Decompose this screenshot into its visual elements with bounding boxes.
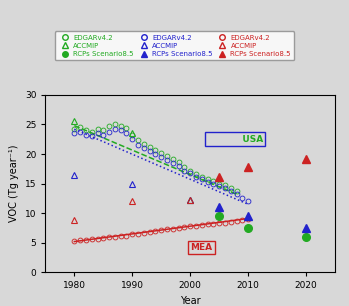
Text: MEA: MEA — [190, 243, 212, 252]
X-axis label: Year: Year — [180, 296, 201, 306]
Text: Europe and: Europe and — [208, 132, 269, 141]
Text: Europe and: Europe and — [208, 135, 269, 144]
Y-axis label: VOC (Tg year⁻¹): VOC (Tg year⁻¹) — [9, 145, 19, 222]
Legend: EDGARv4.2, ACCMIP, RCPs Scenario8.5, EDGARv4.2, ACCMIP, RCPs Scenario8.5, EDGARv: EDGARv4.2, ACCMIP, RCPs Scenario8.5, EDG… — [54, 31, 295, 61]
Text: Europe and: Europe and — [208, 132, 269, 141]
Text: USA: USA — [208, 135, 263, 144]
